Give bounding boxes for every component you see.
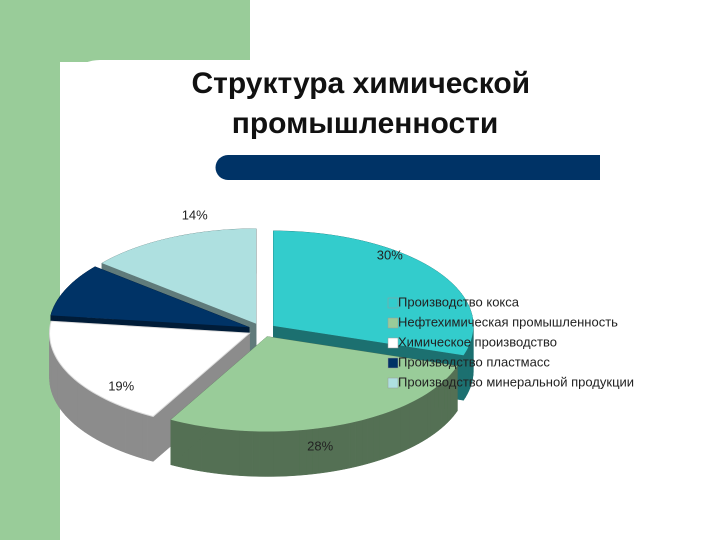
legend-swatch xyxy=(388,378,398,388)
slice-side xyxy=(400,405,405,452)
slice-side xyxy=(220,429,226,475)
slice-side xyxy=(286,431,293,476)
slice-side xyxy=(59,362,61,410)
slice-side xyxy=(379,413,384,460)
slice-side xyxy=(240,431,247,476)
slice-side xyxy=(81,385,85,433)
slice-side xyxy=(395,408,400,455)
slice-side xyxy=(350,422,356,468)
slice-side xyxy=(68,373,71,421)
slice-side xyxy=(115,404,120,451)
slice-side xyxy=(136,411,142,458)
slice-side xyxy=(214,428,220,474)
legend-swatch xyxy=(388,358,398,368)
data-label: 30% xyxy=(377,248,403,263)
slice-side xyxy=(373,415,379,462)
slice-side xyxy=(71,376,74,424)
slice-side xyxy=(427,391,431,439)
slice-side xyxy=(423,394,427,441)
data-label: 28% xyxy=(307,438,333,453)
legend-swatch xyxy=(388,298,398,308)
slice-side xyxy=(111,402,116,449)
title-bar xyxy=(216,155,601,180)
slice-side xyxy=(384,412,389,459)
slice-side xyxy=(405,403,410,450)
slice-side xyxy=(260,431,267,476)
data-label: 19% xyxy=(108,379,134,394)
slice-side xyxy=(438,383,441,431)
slice-side xyxy=(293,430,300,475)
side-band xyxy=(0,0,60,540)
slice-side xyxy=(207,427,213,473)
legend-swatch xyxy=(388,338,398,348)
slice-side xyxy=(227,430,234,476)
slice-side xyxy=(431,389,435,437)
slice-side xyxy=(362,419,368,466)
slice-side xyxy=(266,431,273,476)
slice-side xyxy=(147,415,153,462)
slice-side xyxy=(106,399,111,446)
legend-label: Производство кокса xyxy=(398,294,520,309)
slice-side xyxy=(414,399,418,446)
slice-side xyxy=(131,410,136,457)
slice-side xyxy=(368,417,374,464)
legend-label: Производство пластмасс xyxy=(398,354,550,369)
slice-side xyxy=(233,430,240,475)
slice-side xyxy=(455,366,457,414)
slice-side xyxy=(409,401,414,448)
slice-side xyxy=(390,410,395,457)
legend-label: Нефтехимическая промышленность xyxy=(398,314,618,329)
slice-side xyxy=(273,431,280,476)
slice-side xyxy=(61,365,63,413)
slice-side xyxy=(66,371,69,419)
legend-label: Производство минеральной продукции xyxy=(398,374,634,389)
slice-side xyxy=(419,396,423,443)
slice-side xyxy=(142,413,148,460)
slice-side xyxy=(356,420,362,466)
slice-side xyxy=(120,406,125,453)
slice-side xyxy=(63,368,66,416)
legend-label: Химическое производство xyxy=(398,334,557,349)
slice-side xyxy=(89,390,93,438)
slice-side xyxy=(299,430,306,476)
slice-side xyxy=(279,431,286,476)
slice-side xyxy=(253,431,260,476)
slice-side xyxy=(246,431,253,476)
data-label: 14% xyxy=(182,208,208,223)
slice-side xyxy=(97,395,101,442)
legend-swatch xyxy=(388,318,398,328)
title-line: промышленности xyxy=(232,107,499,140)
slice-side xyxy=(434,386,438,434)
slice-side xyxy=(93,392,97,439)
slice-side xyxy=(126,408,131,455)
slice-side xyxy=(74,379,77,427)
slice-side xyxy=(101,397,106,444)
slice-side xyxy=(85,387,89,435)
slice-side xyxy=(338,424,344,470)
slice-side xyxy=(78,382,81,430)
slice-side xyxy=(344,423,350,469)
title-line: Структура химической xyxy=(192,67,531,100)
